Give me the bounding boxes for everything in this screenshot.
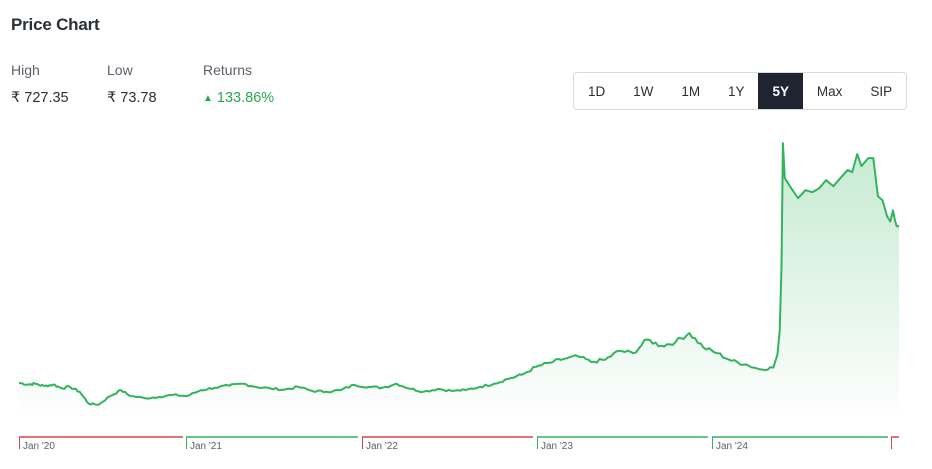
stat-high-value: ₹ 727.35 (11, 90, 69, 106)
price-area-fill (19, 143, 899, 419)
year-band: Jan '23 (537, 436, 708, 452)
range-1m-button[interactable]: 1M (681, 83, 701, 99)
range-1d-button[interactable]: 1D (587, 83, 606, 99)
year-band: Jan '21 (186, 436, 358, 452)
x-tick-label: Jan '22 (366, 441, 398, 452)
stat-high: High ₹ 727.35 (11, 62, 69, 106)
x-tick-label: Jan '23 (541, 441, 573, 452)
price-chart-title: Price Chart (11, 15, 100, 34)
x-tick-label: Jan '24 (716, 441, 748, 452)
stat-returns-label: Returns (203, 62, 253, 78)
range-1w-button[interactable]: 1W (633, 83, 654, 99)
stat-low: Low ₹ 73.78 (107, 62, 157, 106)
x-tick-label: Jan '20 (23, 441, 55, 452)
year-band: Jan '24 (712, 436, 888, 452)
range-5y-button[interactable]: 5Y (758, 73, 803, 109)
range-max-button[interactable]: Max (816, 83, 843, 99)
year-band (891, 436, 899, 449)
range-sip-button[interactable]: SIP (870, 83, 893, 99)
stat-low-label: Low (107, 62, 133, 78)
stat-returns-value: 133.86% (216, 90, 275, 106)
time-range-selector: 1D 1W 1M 1Y 5Y Max SIP (573, 72, 907, 110)
x-tick-label: Jan '21 (190, 441, 222, 452)
year-band: Jan '20 (19, 436, 183, 452)
year-band: Jan '22 (362, 436, 533, 452)
up-triangle-icon: ▲ (203, 93, 213, 104)
stat-returns: Returns ▲ 133.86% (203, 62, 274, 106)
stat-returns-value-wrap: ▲ 133.86% (203, 90, 274, 106)
price-line (18, 142, 899, 406)
stat-high-label: High (11, 62, 40, 78)
range-1y-button[interactable]: 1Y (728, 83, 745, 99)
stat-low-value: ₹ 73.78 (107, 90, 157, 106)
